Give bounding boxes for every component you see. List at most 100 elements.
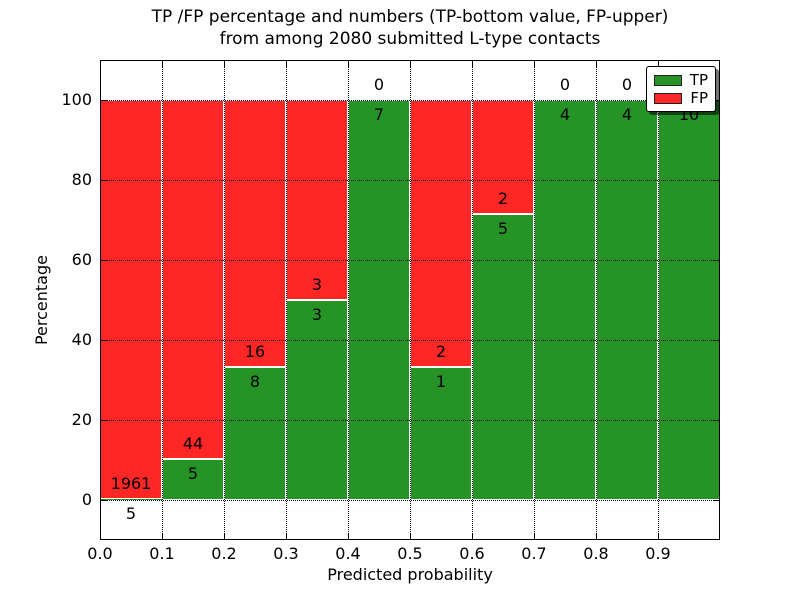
y-axis-label: Percentage: [32, 255, 51, 346]
x-tick-label: 0.0: [87, 544, 113, 563]
y-tick-label: 40: [71, 330, 92, 349]
bar-tp-count: 5: [497, 219, 509, 239]
y-tick-mark: [100, 180, 107, 181]
x-tick-mark: [534, 533, 535, 540]
gridline-vertical: [348, 60, 349, 540]
bar-segment-fp: [224, 100, 286, 367]
x-tick-mark: [658, 533, 659, 540]
y-tick-mark-right: [713, 180, 720, 181]
gridline-vertical: [472, 60, 473, 540]
y-tick-mark: [100, 420, 107, 421]
x-tick-mark: [472, 533, 473, 540]
x-tick-mark-top: [410, 60, 411, 67]
x-tick-label: 0.2: [211, 544, 237, 563]
bar-tp-count: 3: [311, 305, 323, 324]
x-tick-label: 0.6: [459, 544, 485, 563]
gridline-vertical: [162, 60, 163, 540]
x-tick-mark: [162, 533, 163, 540]
chart-title-line1: TP /FP percentage and numbers (TP-bottom…: [151, 7, 669, 27]
bar-tp-count: 4: [621, 105, 633, 124]
legend-swatch-fp: [654, 92, 683, 104]
x-tick-mark-top: [162, 60, 163, 67]
y-tick-mark-right: [713, 340, 720, 341]
bar-fp-count: 0: [373, 75, 385, 94]
bar-tp-count: 4: [559, 105, 571, 124]
gridline-vertical: [286, 60, 287, 540]
bar-segment-tp: [472, 214, 534, 500]
bar-tp-count: 5: [125, 503, 137, 523]
bar-segment-fp: [410, 100, 472, 367]
legend-label-tp: TP: [689, 71, 708, 89]
x-tick-label: 0.5: [397, 544, 423, 563]
bar-tp-count: 7: [373, 105, 385, 124]
x-tick-mark: [286, 533, 287, 540]
x-tick-label: 0.3: [273, 544, 299, 563]
y-tick-label: 60: [71, 250, 92, 269]
bar-segment-tp: [596, 100, 658, 500]
y-tick-mark: [100, 260, 107, 261]
x-tick-mark: [224, 533, 225, 540]
bar-segment-fp: [100, 100, 162, 499]
x-tick-mark-top: [100, 60, 101, 67]
bar-segment-tp: [286, 300, 348, 500]
x-tick-mark-top: [596, 60, 597, 67]
bar-fp-count: 0: [621, 75, 633, 94]
x-tick-mark-top: [348, 60, 349, 67]
y-tick-label: 100: [61, 90, 92, 109]
plot-area: 0.0 0.1 0.2 0.3 0.4 0.5 0.6 0.7 0.8 0.9 0 20 40 60 80 1…: [61, 60, 720, 563]
bar-segment-tp: [100, 498, 162, 500]
bar-segment-fp: [286, 100, 348, 300]
bar-tp-count: 5: [187, 464, 199, 484]
x-tick-mark-top: [286, 60, 287, 67]
x-tick-mark: [596, 533, 597, 540]
y-tick-mark-right: [713, 420, 720, 421]
legend-entry-tp: TP: [654, 72, 708, 88]
x-tick-mark: [410, 533, 411, 540]
y-tick-mark-right: [713, 500, 720, 501]
y-tick-mark-right: [713, 260, 720, 261]
bar-fp-count: 16: [244, 341, 266, 361]
x-tick-mark-top: [658, 60, 659, 67]
gridline-vertical: [410, 60, 411, 540]
bar-segment-tp: [658, 100, 720, 500]
bar-fp-count: 2: [497, 189, 509, 209]
bar-segment-tp: [410, 366, 472, 500]
y-tick-mark: [100, 340, 107, 341]
legend-label-fp: FP: [690, 89, 708, 107]
x-tick-label: 0.9: [645, 544, 671, 563]
bar-fp-count: 0: [559, 75, 571, 94]
bar-tp-count: 1: [435, 371, 447, 391]
bar-fp-count: 1961: [110, 473, 152, 493]
x-tick-label: 0.4: [335, 544, 361, 563]
bar-fp-count: 2: [435, 341, 447, 361]
legend-swatch-tp: [654, 74, 682, 86]
x-tick-label: 0.8: [583, 544, 609, 563]
y-tick-label: 0: [81, 490, 92, 509]
bar-tp-count: 8: [249, 371, 261, 391]
y-tick-label: 80: [71, 170, 92, 189]
gridline-vertical: [534, 60, 535, 540]
x-axis-label: Predicted probability: [327, 565, 493, 584]
bar-segment-tp: [224, 366, 286, 500]
y-tick-label: 20: [71, 410, 92, 429]
bar-fp-count: 3: [311, 275, 323, 294]
bar-fp-count: 44: [182, 434, 204, 454]
gridline-vertical: [658, 60, 659, 540]
legend-entry-fp: FP: [654, 90, 708, 106]
x-tick-mark-top: [224, 60, 225, 67]
y-tick-mark: [100, 100, 107, 101]
chart-title-line2: from among 2080 submitted L-type contact…: [219, 29, 601, 49]
x-tick-mark-top: [472, 60, 473, 67]
x-tick-label: 0.7: [521, 544, 547, 563]
bar-segment-tp: [534, 100, 596, 500]
x-tick-mark-top: [534, 60, 535, 67]
gridline-vertical: [224, 60, 225, 540]
bar-segment-tp: [348, 100, 410, 500]
x-tick-mark: [100, 533, 101, 540]
x-tick-label: 0.1: [149, 544, 175, 563]
x-tick-mark: [348, 533, 349, 540]
y-tick-mark-right: [713, 100, 720, 101]
y-tick-mark: [100, 500, 107, 501]
legend: TP FP: [646, 66, 716, 112]
